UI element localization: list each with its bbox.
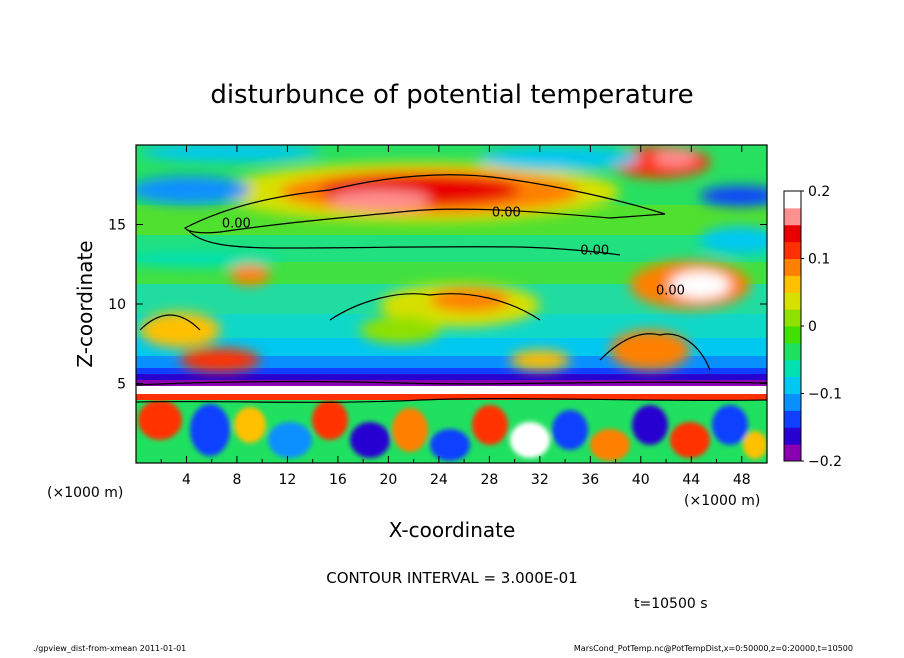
footer-right: MarsCond_PotTemp.nc@PotTempDist,x=0:5000… [574,644,853,653]
colorbar-tick-label: −0.1 [808,387,842,403]
colorbar-ticks: 0.2 0.1 0 −0.1 −0.2 [801,184,842,470]
y-axis-label: Z-coordinate [73,240,97,367]
x-axis-ticks: 4 8 12 16 20 24 28 32 36 40 44 48 [160,145,751,488]
x-tick-label-48: 48 [733,472,751,488]
colorbar-swatch [784,444,801,462]
x-tick-label-44: 44 [682,472,700,488]
colorbar-swatch [784,309,801,327]
x-tick-label-36: 36 [581,472,599,488]
colorbar-swatch [784,410,801,428]
colorbar-tick-label: 0.1 [808,252,830,268]
colorbar-tick-label: 0.2 [808,184,830,200]
colorbar-swatch [784,376,801,394]
x-tick-label-24: 24 [430,472,448,488]
x-unit-left: (×1000 m) [47,485,123,501]
x-tick-label-40: 40 [632,472,650,488]
footer-left: ./gpview_dist-from-xmean 2011-01-01 [33,644,186,653]
colorbar-swatch [784,427,801,445]
contour-labels: 0.00 0.00 0.00 0.00 [222,206,685,299]
x-tick-label-20: 20 [379,472,397,488]
x-tick-label-16: 16 [329,472,347,488]
colorbar-swatch [784,393,801,411]
x-tick-label-8: 8 [232,472,241,488]
x-tick-label-4: 4 [182,472,191,488]
colorbar-swatch [784,326,801,344]
colorbar-swatch [784,258,801,276]
colorbar-swatch [784,342,801,361]
time-label: t=10500 s [634,596,708,612]
contour-label: 0.00 [492,206,521,221]
colorbar-tick-label: 0 [808,319,817,335]
x-axis-label: X-coordinate [389,518,516,542]
colorbar-swatch [784,207,801,226]
x-tick-label-28: 28 [480,472,498,488]
colorbar-swatch [784,359,801,378]
contour-interval: CONTOUR INTERVAL = 3.000E-01 [326,569,577,587]
contour-label: 0.00 [580,244,609,259]
y-tick-label-10: 10 [108,297,126,313]
y-tick-label-15: 15 [108,218,126,234]
colorbar-swatch [784,292,801,310]
colorbar-swatch [784,275,801,293]
contour-label: 0.00 [222,217,251,232]
x-unit-right: (×1000 m) [684,493,760,509]
colorbar [784,191,801,462]
y-axis-ticks: 5 10 15 [108,218,767,393]
colorbar-tick-label: −0.2 [808,454,842,470]
colorbar-swatch [784,191,801,209]
y-tick-label-5: 5 [117,377,126,393]
x-tick-label-12: 12 [279,472,297,488]
contour-label: 0.00 [656,283,685,298]
heatmap-field [136,145,767,463]
colorbar-swatch [784,241,801,259]
chart-title: disturbunce of potential temperature [210,80,693,110]
x-tick-label-32: 32 [531,472,549,488]
colorbar-swatch [784,224,801,243]
